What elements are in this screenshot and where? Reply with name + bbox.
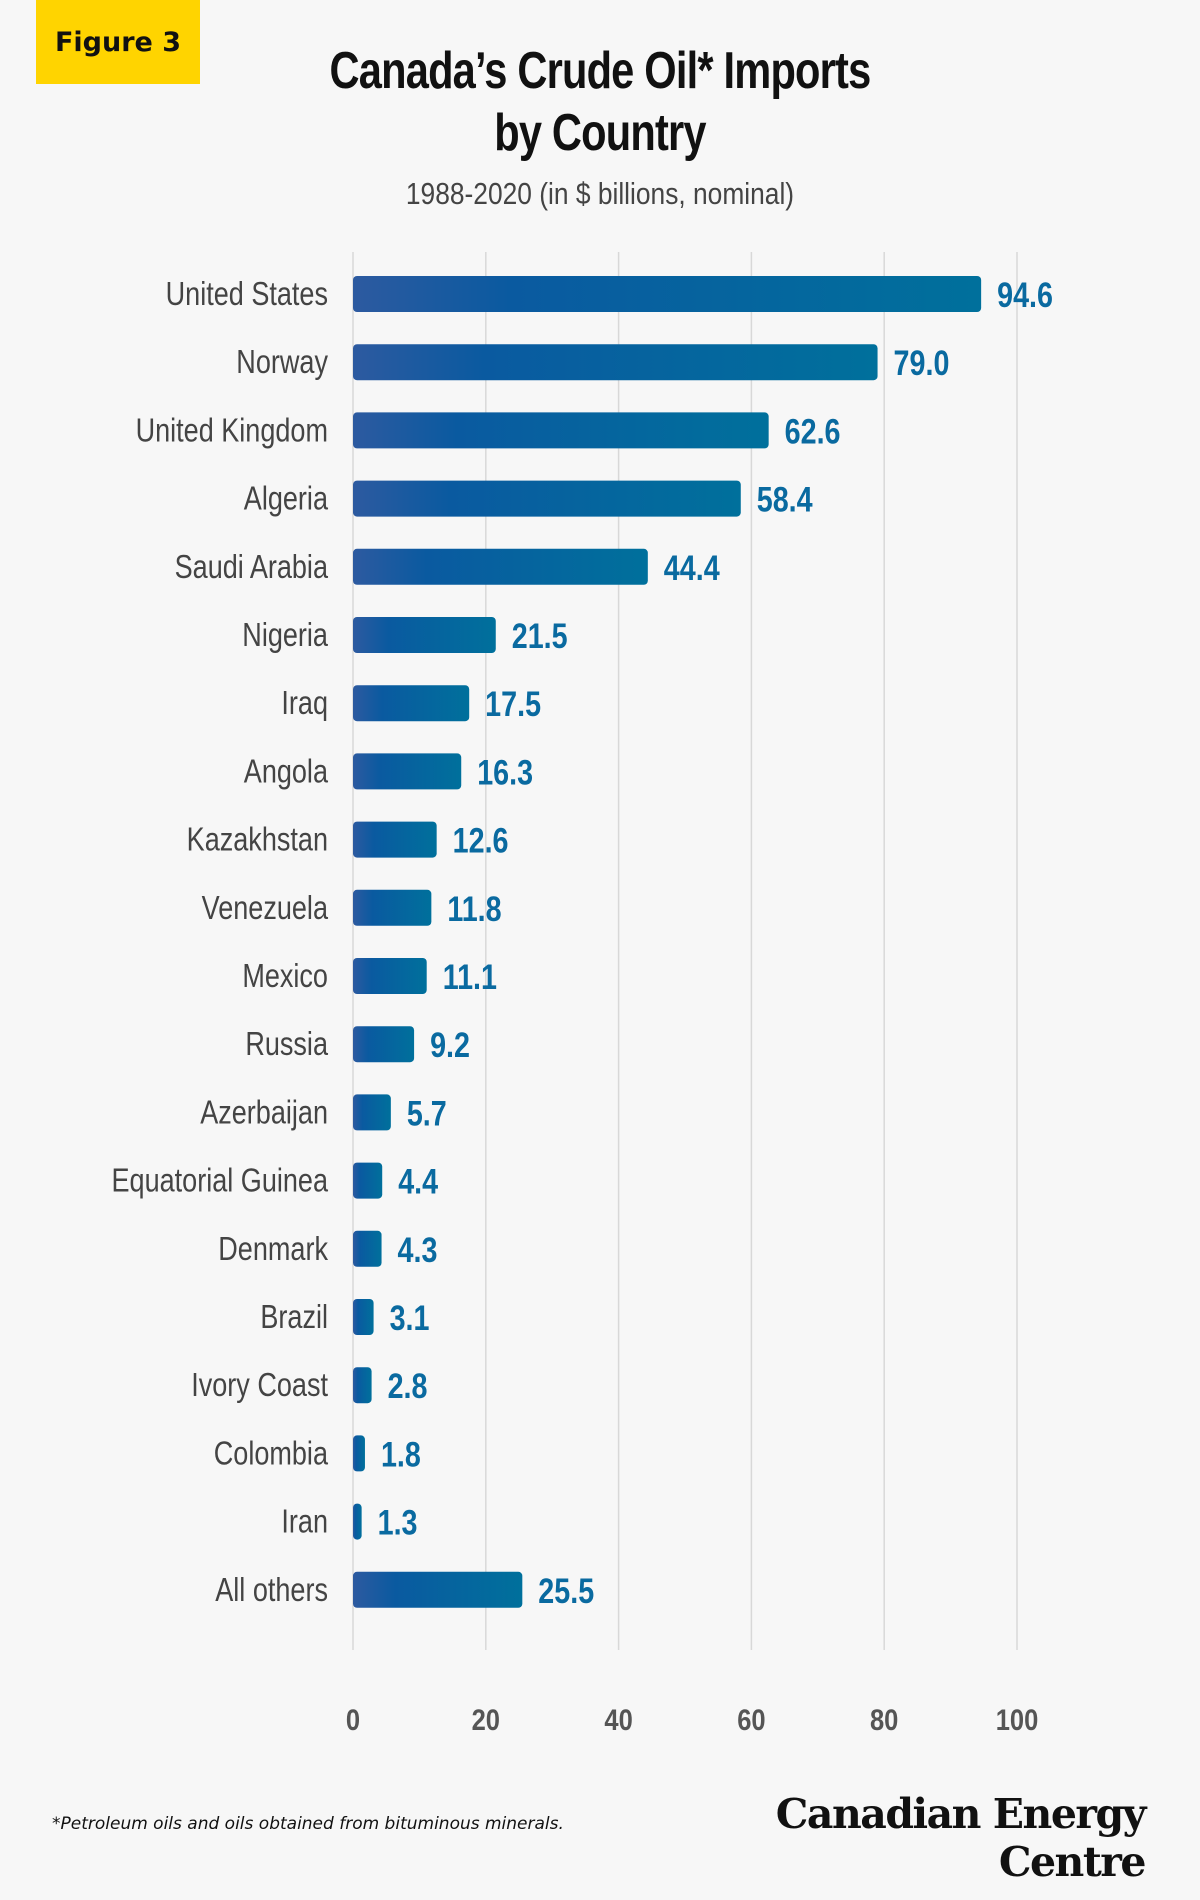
chart-title: Canada’s Crude Oil* Imports by Country: [329, 42, 872, 162]
category-label: Venezuela: [202, 890, 329, 926]
bar: [353, 753, 462, 790]
bar: [353, 480, 741, 517]
bar: [353, 1162, 383, 1199]
category-label: United Kingdom: [136, 413, 328, 449]
bar: [353, 958, 427, 994]
bar-chart: United States 94.6 Norway 79.0 United Kingdo…: [112, 252, 1053, 1736]
category-label: Denmark: [218, 1231, 329, 1267]
bar: [353, 1571, 523, 1608]
value-label: 62.6: [785, 412, 841, 451]
category-label: Azerbaijan: [200, 1095, 328, 1131]
category-label: Colombia: [214, 1436, 328, 1472]
value-label: 17.5: [485, 684, 541, 723]
category-label: Kazakhstan: [187, 822, 328, 858]
value-label: 11.8: [447, 889, 501, 928]
category-label: Angola: [244, 754, 328, 790]
category-label: Algeria: [244, 481, 328, 517]
value-label: 4.3: [398, 1230, 438, 1269]
category-label: Nigeria: [242, 618, 328, 654]
bar: [353, 889, 432, 926]
x-tick-label: 20: [472, 1703, 500, 1736]
value-label: 16.3: [477, 753, 533, 792]
value-label: 21.5: [512, 616, 568, 655]
bar: [353, 548, 648, 585]
value-label: 1.8: [381, 1435, 421, 1474]
bar: [353, 1503, 362, 1540]
value-label: 1.3: [378, 1503, 418, 1542]
value-label: 94.6: [997, 275, 1053, 314]
category-label: Norway: [236, 345, 328, 381]
category-label: Ivory Coast: [191, 1368, 328, 1404]
value-label: 58.4: [757, 480, 813, 519]
bar: [353, 1094, 391, 1131]
x-tick-label: 0: [346, 1703, 360, 1736]
value-label: 2.8: [388, 1366, 428, 1405]
brand-logo: Canadian Energy Centre: [775, 1790, 1147, 1886]
value-label: 11.1: [443, 957, 497, 996]
x-tick-label: 40: [604, 1703, 632, 1736]
value-label: 79.0: [894, 343, 950, 382]
x-tick-label: 60: [737, 1703, 765, 1736]
bar: [353, 1299, 374, 1335]
bar: [353, 1026, 415, 1063]
footnote: *Petroleum oils and oils obtained from b…: [52, 1814, 564, 1834]
category-label: Iraq: [281, 686, 328, 722]
bar: [353, 821, 437, 858]
category-label: All others: [215, 1572, 328, 1608]
bar: [353, 1367, 372, 1404]
value-label: 25.5: [538, 1571, 594, 1610]
x-tick-label: 80: [870, 1703, 898, 1736]
value-label: 4.4: [398, 1162, 438, 1201]
bar: [353, 617, 496, 653]
value-label: 12.6: [453, 821, 509, 860]
bar: [353, 1435, 365, 1472]
value-label: 5.7: [407, 1094, 447, 1133]
category-label: Brazil: [260, 1300, 328, 1336]
bar: [353, 276, 982, 312]
bar: [353, 685, 470, 722]
category-label: Equatorial Guinea: [112, 1163, 329, 1199]
category-label: United States: [166, 277, 328, 313]
category-label: Russia: [245, 1027, 328, 1063]
value-label: 3.1: [390, 1298, 430, 1337]
bar: [353, 1230, 382, 1267]
category-label: Mexico: [242, 959, 328, 995]
bar: [353, 412, 769, 449]
category-label: Saudi Arabia: [175, 549, 329, 585]
x-tick-label: 100: [996, 1703, 1039, 1736]
figure-badge: Figure 3: [36, 0, 200, 84]
value-label: 44.4: [664, 548, 720, 587]
bar: [353, 344, 878, 381]
value-label: 9.2: [430, 1025, 470, 1064]
chart-subtitle: 1988-2020 (in $ billions, nominal): [405, 176, 795, 211]
category-label: Iran: [281, 1504, 328, 1540]
